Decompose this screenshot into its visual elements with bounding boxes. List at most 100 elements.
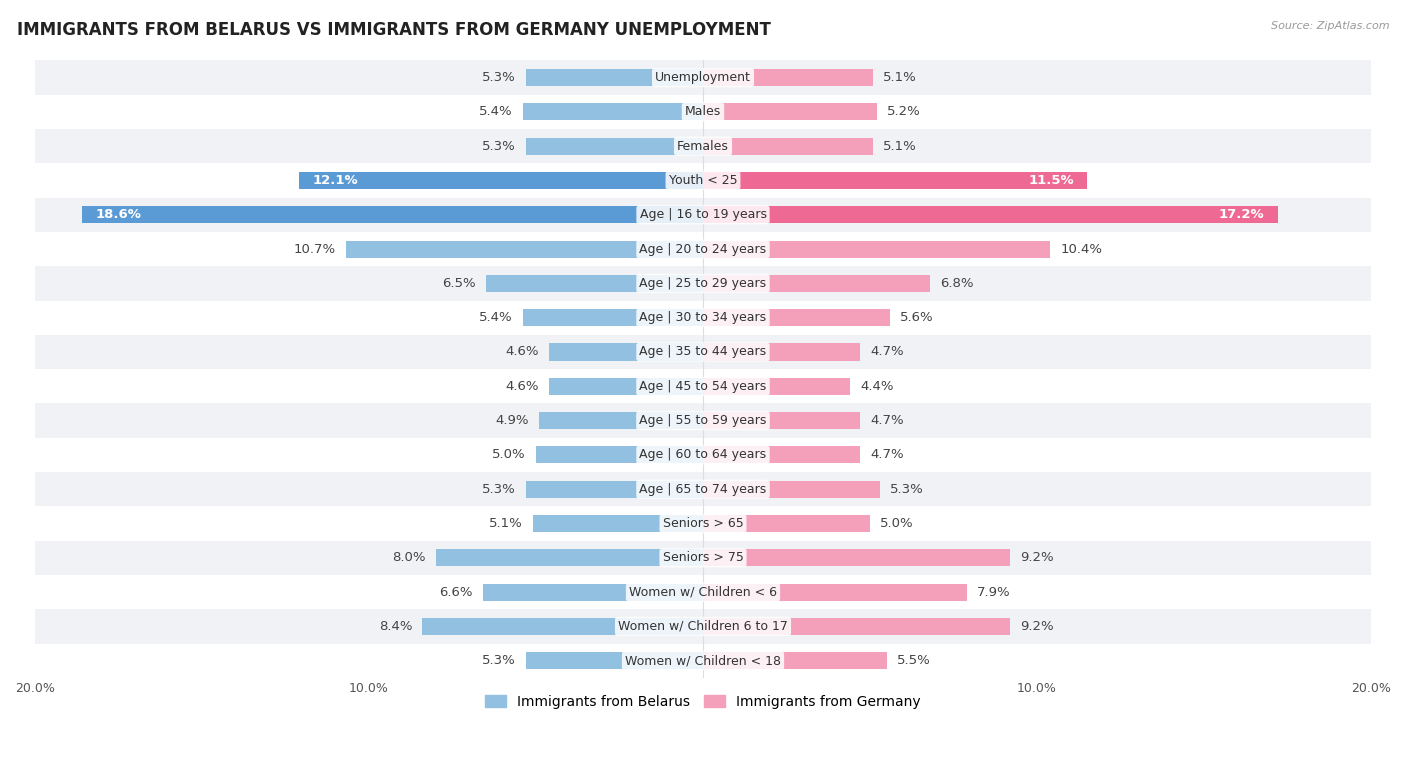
Text: 5.3%: 5.3% bbox=[890, 483, 924, 496]
Text: 5.3%: 5.3% bbox=[482, 71, 516, 84]
Bar bbox=[703, 550, 1011, 566]
Bar bbox=[35, 61, 1371, 95]
Text: 5.1%: 5.1% bbox=[883, 140, 917, 153]
Bar bbox=[536, 447, 703, 463]
Text: Age | 45 to 54 years: Age | 45 to 54 years bbox=[640, 380, 766, 393]
Text: Age | 60 to 64 years: Age | 60 to 64 years bbox=[640, 448, 766, 462]
Text: 6.6%: 6.6% bbox=[439, 586, 472, 599]
Bar bbox=[703, 447, 860, 463]
Text: 8.4%: 8.4% bbox=[378, 620, 412, 633]
Text: IMMIGRANTS FROM BELARUS VS IMMIGRANTS FROM GERMANY UNEMPLOYMENT: IMMIGRANTS FROM BELARUS VS IMMIGRANTS FR… bbox=[17, 21, 770, 39]
Bar bbox=[703, 412, 860, 429]
Text: 5.4%: 5.4% bbox=[479, 105, 513, 118]
Text: 9.2%: 9.2% bbox=[1021, 551, 1054, 564]
Text: Age | 25 to 29 years: Age | 25 to 29 years bbox=[640, 277, 766, 290]
Bar bbox=[35, 129, 1371, 164]
Text: 4.7%: 4.7% bbox=[870, 414, 904, 427]
Bar bbox=[35, 266, 1371, 301]
Text: 5.1%: 5.1% bbox=[883, 71, 917, 84]
Text: 5.5%: 5.5% bbox=[897, 654, 931, 667]
Bar bbox=[526, 69, 703, 86]
Text: 4.7%: 4.7% bbox=[870, 345, 904, 359]
Bar bbox=[35, 540, 1371, 575]
Text: 5.3%: 5.3% bbox=[482, 140, 516, 153]
Bar bbox=[533, 515, 703, 532]
Text: 10.4%: 10.4% bbox=[1060, 242, 1102, 256]
Bar bbox=[703, 378, 851, 395]
Bar bbox=[703, 206, 1278, 223]
Bar bbox=[526, 652, 703, 669]
Bar bbox=[703, 69, 873, 86]
Text: Source: ZipAtlas.com: Source: ZipAtlas.com bbox=[1271, 21, 1389, 31]
Bar bbox=[35, 301, 1371, 335]
Text: 6.8%: 6.8% bbox=[941, 277, 974, 290]
Text: 5.2%: 5.2% bbox=[887, 105, 921, 118]
Bar bbox=[299, 172, 703, 189]
Bar bbox=[540, 412, 703, 429]
Bar bbox=[422, 618, 703, 635]
Bar bbox=[703, 652, 887, 669]
Text: 6.5%: 6.5% bbox=[443, 277, 475, 290]
Text: 5.0%: 5.0% bbox=[880, 517, 914, 530]
Text: Youth < 25: Youth < 25 bbox=[669, 174, 737, 187]
Bar bbox=[703, 584, 967, 601]
Bar bbox=[35, 472, 1371, 506]
Legend: Immigrants from Belarus, Immigrants from Germany: Immigrants from Belarus, Immigrants from… bbox=[479, 689, 927, 714]
Bar bbox=[35, 335, 1371, 369]
Bar bbox=[703, 275, 931, 292]
Text: 5.3%: 5.3% bbox=[482, 654, 516, 667]
Bar bbox=[486, 275, 703, 292]
Text: 17.2%: 17.2% bbox=[1219, 208, 1264, 221]
Text: 5.4%: 5.4% bbox=[479, 311, 513, 324]
Text: 4.4%: 4.4% bbox=[860, 380, 893, 393]
Text: Age | 65 to 74 years: Age | 65 to 74 years bbox=[640, 483, 766, 496]
Bar bbox=[35, 575, 1371, 609]
Text: Age | 35 to 44 years: Age | 35 to 44 years bbox=[640, 345, 766, 359]
Text: 5.6%: 5.6% bbox=[900, 311, 934, 324]
Text: Women w/ Children < 6: Women w/ Children < 6 bbox=[628, 586, 778, 599]
Bar bbox=[35, 164, 1371, 198]
Bar bbox=[35, 438, 1371, 472]
Bar bbox=[703, 618, 1011, 635]
Text: 18.6%: 18.6% bbox=[96, 208, 141, 221]
Text: 10.7%: 10.7% bbox=[294, 242, 336, 256]
Bar bbox=[526, 138, 703, 154]
Bar bbox=[35, 232, 1371, 266]
Bar bbox=[703, 241, 1050, 257]
Text: Age | 30 to 34 years: Age | 30 to 34 years bbox=[640, 311, 766, 324]
Text: 5.3%: 5.3% bbox=[482, 483, 516, 496]
Text: 11.5%: 11.5% bbox=[1028, 174, 1074, 187]
Text: 4.6%: 4.6% bbox=[506, 345, 540, 359]
Text: 7.9%: 7.9% bbox=[977, 586, 1011, 599]
Bar bbox=[35, 403, 1371, 438]
Bar bbox=[703, 515, 870, 532]
Bar bbox=[523, 309, 703, 326]
Text: Age | 16 to 19 years: Age | 16 to 19 years bbox=[640, 208, 766, 221]
Bar bbox=[523, 103, 703, 120]
Text: Age | 55 to 59 years: Age | 55 to 59 years bbox=[640, 414, 766, 427]
Text: 4.6%: 4.6% bbox=[506, 380, 540, 393]
Bar bbox=[550, 344, 703, 360]
Bar bbox=[35, 643, 1371, 678]
Bar bbox=[703, 138, 873, 154]
Bar bbox=[35, 198, 1371, 232]
Text: Unemployment: Unemployment bbox=[655, 71, 751, 84]
Text: Seniors > 65: Seniors > 65 bbox=[662, 517, 744, 530]
Text: Females: Females bbox=[678, 140, 728, 153]
Bar bbox=[436, 550, 703, 566]
Bar bbox=[35, 369, 1371, 403]
Bar bbox=[703, 103, 877, 120]
Bar bbox=[703, 481, 880, 498]
Text: 5.1%: 5.1% bbox=[489, 517, 523, 530]
Text: Women w/ Children < 18: Women w/ Children < 18 bbox=[626, 654, 780, 667]
Bar bbox=[82, 206, 703, 223]
Text: 4.9%: 4.9% bbox=[496, 414, 529, 427]
Text: Age | 20 to 24 years: Age | 20 to 24 years bbox=[640, 242, 766, 256]
Text: 8.0%: 8.0% bbox=[392, 551, 426, 564]
Bar bbox=[550, 378, 703, 395]
Bar bbox=[482, 584, 703, 601]
Text: Seniors > 75: Seniors > 75 bbox=[662, 551, 744, 564]
Bar bbox=[35, 95, 1371, 129]
Text: Women w/ Children 6 to 17: Women w/ Children 6 to 17 bbox=[619, 620, 787, 633]
Bar bbox=[526, 481, 703, 498]
